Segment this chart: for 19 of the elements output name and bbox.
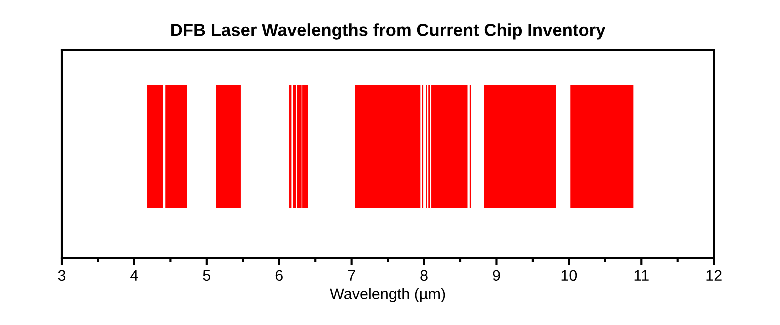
bar [148,85,164,208]
x-tick-label: 10 [562,270,578,282]
chart-title: DFB Laser Wavelengths from Current Chip Inventory [172,24,606,40]
x-tick-label: 8 [420,270,428,282]
x-tick-label: 3 [58,270,66,282]
bar [432,85,468,208]
x-tick-label: 11 [634,270,649,281]
x-tick-label: 12 [706,270,722,281]
bar [484,85,556,208]
bar [355,85,421,208]
bar [570,85,634,208]
bar [166,85,188,208]
x-tick-label: 6 [276,270,283,282]
x-tick-label: 5 [203,270,211,282]
x-tick-label: 4 [130,270,138,281]
bar [216,85,241,208]
x-axis-title: Wavelength (µm) [330,288,446,303]
x-tick-label: 9 [493,270,500,282]
x-tick-label: 7 [348,270,356,281]
